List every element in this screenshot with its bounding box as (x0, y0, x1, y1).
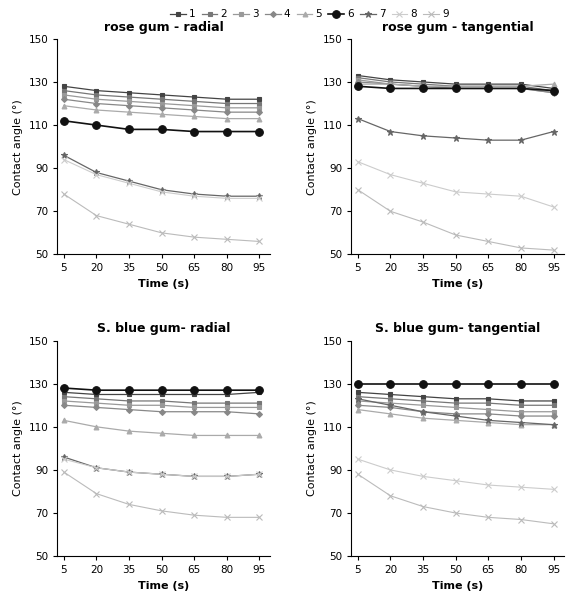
Legend: 1, 2, 3, 4, 5, 6, 7, 8, 9: 1, 2, 3, 4, 5, 6, 7, 8, 9 (166, 5, 453, 23)
Title: rose gum - radial: rose gum - radial (104, 20, 223, 33)
Y-axis label: Contact angle (°): Contact angle (°) (307, 99, 317, 194)
X-axis label: Time (s): Time (s) (432, 581, 484, 591)
X-axis label: Time (s): Time (s) (138, 581, 190, 591)
Title: S. blue gum- radial: S. blue gum- radial (97, 322, 230, 335)
Title: S. blue gum- tangential: S. blue gum- tangential (375, 322, 540, 335)
X-axis label: Time (s): Time (s) (432, 279, 484, 289)
Y-axis label: Contact angle (°): Contact angle (°) (13, 401, 23, 496)
Y-axis label: Contact angle (°): Contact angle (°) (307, 401, 317, 496)
Title: rose gum - tangential: rose gum - tangential (382, 20, 533, 33)
X-axis label: Time (s): Time (s) (138, 279, 190, 289)
Y-axis label: Contact angle (°): Contact angle (°) (13, 99, 23, 194)
